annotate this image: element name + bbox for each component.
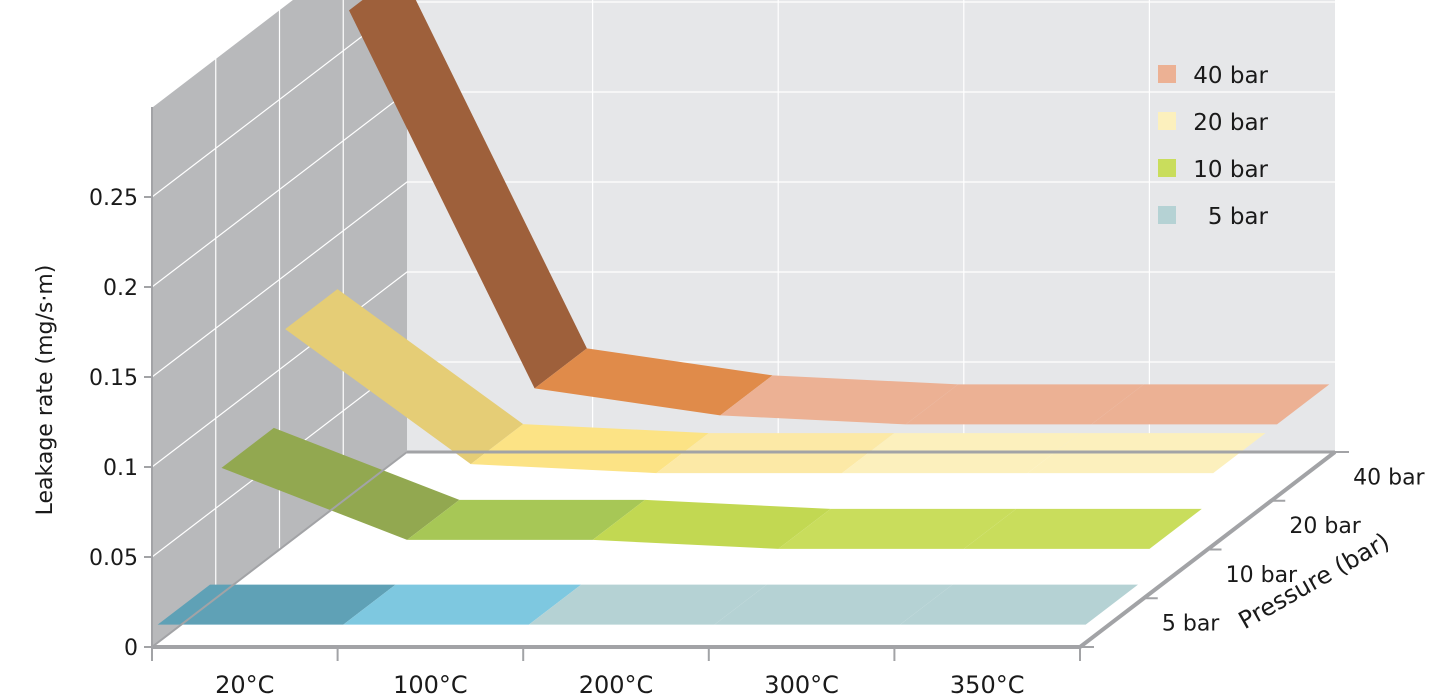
x-tick-label: 20°C: [215, 671, 274, 699]
y-tick-label: 0.15: [89, 366, 138, 391]
ribbon-segment: [528, 584, 767, 625]
depth-tick-label: 40 bar: [1353, 465, 1425, 490]
ribbon-segment: [1091, 384, 1330, 425]
ribbon-segment: [963, 508, 1202, 549]
ribbon-segment: [714, 584, 953, 625]
ribbon-segment: [349, 0, 587, 389]
ribbon-segment: [343, 584, 582, 625]
depth-tick-label: 10 bar: [1226, 563, 1298, 588]
y-tick-label: 0.2: [103, 276, 138, 301]
legend-swatch: [1158, 206, 1176, 224]
series-5-bar: [157, 584, 1138, 625]
ribbon-segment: [221, 427, 460, 540]
legend-label: 10 bar: [1193, 157, 1268, 183]
y-tick-label: 0: [124, 636, 138, 661]
ribbon-segment: [470, 424, 709, 474]
gridline-horizontal: [151, 0, 293, 108]
depth-tick-label: 5 bar: [1162, 612, 1220, 637]
y-tick-label: 0.05: [89, 546, 138, 571]
legend-swatch: [1158, 65, 1176, 83]
series-10-bar: [221, 427, 1202, 549]
x-tick-label: 350°C: [950, 671, 1025, 699]
gridline-horizontal: [151, 271, 1335, 468]
gridline-horizontal: [151, 181, 1335, 378]
legend-swatch: [1158, 159, 1176, 177]
legend-label: 20 bar: [1193, 110, 1268, 136]
y-axis-title: Leakage rate (mg/s·m): [33, 265, 58, 516]
series-40-bar: [349, 0, 1330, 425]
x-tick-label: 200°C: [579, 671, 654, 699]
y-tick-label: 0.1: [103, 456, 138, 481]
ribbon-segment: [778, 508, 1017, 549]
x-tick-label: 100°C: [393, 671, 468, 699]
ribbon-segment: [905, 384, 1144, 425]
chart-axes: [144, 107, 1349, 661]
ribbon-segment: [720, 375, 959, 425]
depth-tick-label: 20 bar: [1289, 514, 1361, 539]
ribbon-segment: [285, 289, 524, 465]
ribbon-segment: [592, 499, 831, 549]
y-tick-label: 0.25: [89, 186, 138, 211]
legend-label: 5 bar: [1208, 204, 1269, 230]
legend-label: 40 bar: [1193, 63, 1268, 89]
side-floor-edge: [151, 451, 408, 648]
legend-swatch: [1158, 112, 1176, 130]
ribbon-segment: [407, 499, 645, 540]
ribbon-segment: [900, 584, 1138, 625]
chart-legend: 40 bar 20 bar 10 bar 5 bar: [1158, 63, 1269, 230]
ribbon-segment: [534, 348, 773, 416]
back-wall: [407, 0, 1335, 452]
x-tick-label: 300°C: [764, 671, 839, 699]
ribbon-segment: [157, 584, 396, 625]
